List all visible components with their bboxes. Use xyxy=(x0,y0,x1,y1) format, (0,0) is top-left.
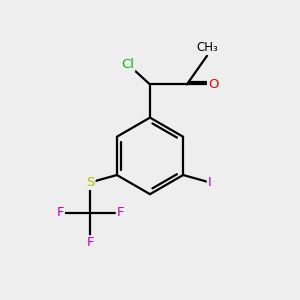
Text: F: F xyxy=(117,206,124,219)
Text: CH₃: CH₃ xyxy=(196,41,218,54)
Text: S: S xyxy=(86,176,94,189)
Text: Cl: Cl xyxy=(122,58,134,71)
Text: I: I xyxy=(208,176,211,189)
Text: O: O xyxy=(208,78,219,91)
Text: F: F xyxy=(56,206,64,219)
Text: F: F xyxy=(87,236,94,249)
